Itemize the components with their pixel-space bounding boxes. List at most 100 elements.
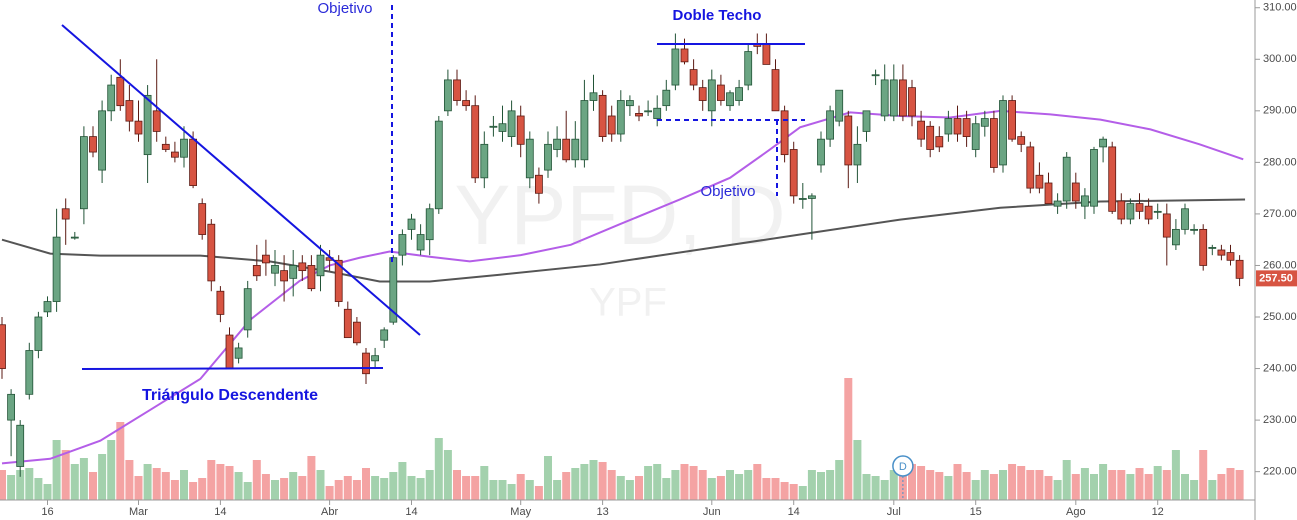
volume-bar	[735, 474, 744, 500]
volume-bar	[971, 480, 980, 500]
annotation: Doble Techo	[673, 7, 762, 24]
volume-bar	[1199, 450, 1208, 500]
volume-bar	[252, 460, 261, 500]
candle-body	[16, 424, 25, 467]
candle-body	[480, 143, 489, 179]
volume-bar	[1181, 474, 1189, 500]
candle-body	[1190, 228, 1198, 231]
volume-bar	[1026, 470, 1035, 500]
volume-bar	[1126, 474, 1135, 500]
volume-bar	[835, 460, 844, 500]
volume-bar	[352, 480, 361, 500]
x-tick-label: 15	[970, 506, 982, 518]
volume-bar	[644, 466, 653, 500]
volume-bar	[1080, 468, 1089, 500]
x-tick-label: 12	[1152, 506, 1164, 518]
candle-body	[789, 149, 798, 197]
volume-bar	[562, 472, 571, 500]
x-tick-label: Ago	[1066, 506, 1086, 518]
candle-body	[1153, 210, 1162, 213]
volume-bar	[1217, 474, 1226, 500]
volume-bar	[16, 470, 25, 500]
volume-bar	[152, 468, 161, 500]
candle-body	[89, 136, 97, 153]
volume-bar	[616, 476, 625, 500]
candle-body	[1035, 174, 1044, 189]
candle-body	[871, 74, 880, 77]
candle-body	[298, 262, 307, 272]
volume-bar	[671, 470, 680, 500]
candle-body	[207, 223, 216, 282]
candle-body	[243, 288, 252, 331]
volume-bar	[1053, 480, 1062, 500]
volume-bar	[453, 470, 461, 500]
candle-body	[616, 100, 625, 135]
volume-bar	[553, 480, 562, 500]
candle-body	[52, 236, 61, 302]
volume-bar	[170, 480, 179, 500]
candle-body	[61, 208, 70, 220]
volume-bar	[198, 478, 207, 500]
moving-average	[1, 109, 1244, 465]
volume-bar	[52, 440, 61, 500]
candle-body	[1062, 156, 1071, 202]
candle-body	[662, 89, 671, 107]
volume-bar	[398, 462, 407, 500]
candle-body	[343, 308, 352, 339]
candle-body	[707, 79, 716, 112]
x-tick-label: Abr	[321, 506, 338, 518]
annotation: Triángulo Descendente	[142, 387, 318, 404]
candle-body	[289, 265, 298, 279]
candle-body	[744, 51, 753, 86]
candle-body	[198, 203, 207, 235]
volume-bar	[908, 464, 916, 500]
volume-bar	[571, 468, 580, 500]
volume-bar	[134, 476, 143, 500]
volume-bar	[544, 456, 552, 500]
volume-bar	[343, 476, 352, 500]
candle-body	[962, 118, 971, 137]
volume-bar	[1108, 470, 1117, 500]
x-tick-label: Mar	[129, 506, 148, 518]
candle-body	[735, 87, 743, 101]
candle-body	[25, 350, 34, 395]
volume-bar	[989, 474, 998, 500]
volume-bar	[316, 470, 325, 500]
volume-bar	[189, 482, 198, 500]
volume-bar	[180, 470, 188, 500]
candle-body	[1099, 138, 1107, 148]
candle-body	[443, 79, 452, 112]
candle-body	[498, 123, 507, 132]
candle-body	[216, 290, 225, 315]
volume-bar	[1017, 466, 1026, 500]
volume-bar	[780, 482, 789, 500]
candle-body	[116, 76, 125, 107]
annotations	[61, 5, 805, 370]
x-tick-label: 14	[788, 506, 800, 518]
candle-body	[1226, 252, 1235, 261]
x-tick-label: Jul	[887, 506, 901, 518]
candle-body	[726, 92, 734, 107]
y-tick-label: 260.00	[1263, 259, 1297, 271]
candle-body	[271, 265, 279, 274]
candle-body	[653, 107, 662, 119]
candle-body	[1172, 228, 1180, 246]
candle-body	[525, 138, 534, 179]
candle-body	[107, 84, 116, 112]
candle-body	[535, 174, 543, 194]
volume-bar	[698, 470, 707, 500]
candle-body	[261, 254, 270, 264]
volume-bar	[999, 470, 1007, 500]
candle-body	[999, 100, 1007, 166]
candle-body	[589, 92, 598, 101]
candle-body	[1117, 200, 1126, 220]
volume-bar	[707, 478, 716, 500]
volume-bar	[807, 470, 816, 500]
y-tick-label: 250.00	[1263, 311, 1297, 323]
candle-body	[826, 110, 834, 140]
volume-bar	[635, 476, 643, 500]
volume-bar	[1035, 470, 1044, 500]
candle-body	[180, 138, 188, 158]
candle-body	[125, 100, 134, 122]
candle-body	[70, 236, 79, 239]
